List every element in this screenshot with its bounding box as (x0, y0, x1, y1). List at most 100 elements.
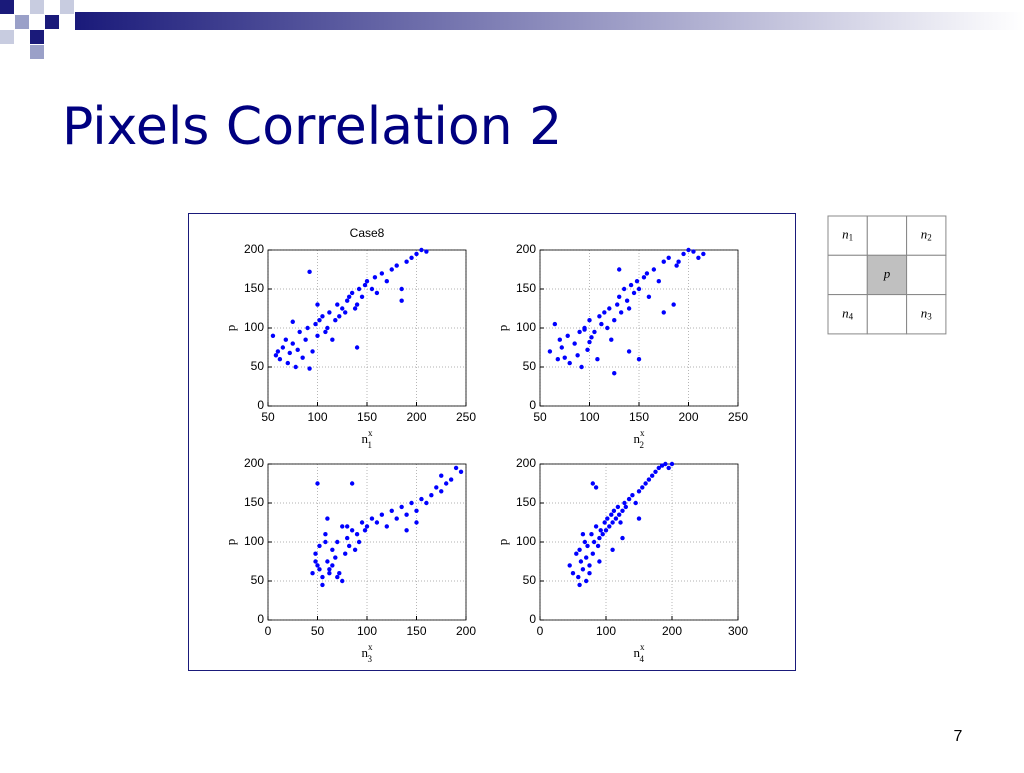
scatter-point (612, 371, 617, 376)
scatter-point (337, 571, 342, 576)
scatter-point (646, 294, 652, 299)
x-tick-label: 300 (728, 624, 748, 638)
scatter-point (333, 555, 338, 560)
scatter-point (636, 489, 642, 494)
scatter-point (320, 574, 325, 580)
scatter-point (612, 318, 617, 323)
scatter-point (589, 532, 594, 537)
scatter-point (404, 512, 409, 517)
x-tick-label: 200 (456, 624, 476, 638)
cell-label: n2 (921, 227, 932, 243)
scatter-point (354, 532, 360, 537)
x-axis-label-base: n (362, 645, 369, 660)
scatter-point (394, 516, 399, 521)
scatter-point (394, 263, 399, 268)
scatter-point (641, 275, 647, 280)
scatter-point (323, 532, 328, 537)
scatter-point (651, 267, 657, 272)
scatter-point (595, 357, 600, 362)
x-tick-label: 100 (579, 410, 599, 424)
scatter-point (414, 520, 419, 525)
scatter-point (592, 329, 597, 335)
scatter-point (618, 520, 623, 525)
scatter-point (624, 298, 630, 303)
scatter-point (681, 251, 686, 257)
scatter-point (458, 469, 464, 474)
scatter-point (335, 574, 340, 580)
scatter-point (589, 335, 594, 340)
scatter-point (362, 528, 368, 533)
scatter-point (340, 578, 345, 584)
x-tick-label: 200 (662, 624, 682, 638)
scatter-point (587, 571, 592, 576)
scatter-point (671, 302, 676, 307)
x-tick-label: 50 (533, 410, 547, 424)
scatter-point (337, 314, 342, 319)
y-tick-label: 50 (251, 573, 265, 587)
x-axis-label-sup: x (368, 428, 373, 438)
y-tick-label: 50 (251, 359, 265, 373)
scatter-point (598, 528, 603, 533)
scatter-point (297, 329, 302, 335)
scatter-point (576, 574, 581, 580)
scatter-point (362, 282, 368, 288)
y-tick-label: 0 (257, 398, 264, 412)
y-axis-label: p (495, 325, 510, 332)
x-axis-label: nx 3 (362, 642, 374, 664)
scatter-point (287, 350, 292, 356)
scatter-point (439, 473, 444, 478)
plot-frame (267, 249, 467, 407)
scatter-point (320, 582, 325, 588)
scatter-point (666, 255, 671, 260)
scatter-point (307, 366, 312, 371)
scatter-point (656, 465, 661, 471)
scatter-point (565, 333, 570, 338)
scatter-point (661, 310, 666, 315)
scatter-point (674, 263, 679, 268)
scatter-point (621, 286, 627, 292)
scatter-point (290, 341, 295, 346)
scatter-point (610, 547, 615, 552)
scatter-point (354, 345, 360, 350)
scatter-point (617, 512, 622, 517)
x-tick-label: 150 (357, 410, 377, 424)
scatter-point (646, 477, 652, 482)
scatter-point (434, 485, 439, 490)
scatter-point (323, 539, 328, 545)
scatter-point (610, 520, 615, 525)
scatter-point (669, 461, 675, 467)
y-axis-label: p (223, 325, 238, 332)
scatter-point (620, 535, 625, 541)
scatter-point (578, 559, 584, 564)
x-tick-label: 0 (265, 624, 272, 638)
grid-cell (866, 254, 908, 296)
scatter-point (414, 251, 419, 257)
scatter-point (444, 481, 449, 486)
scatter-point (424, 249, 429, 254)
scatter-point (622, 500, 627, 506)
scatter-point (310, 349, 315, 354)
y-tick-label: 150 (516, 495, 536, 509)
scatter-point (591, 539, 597, 545)
x-axis-label: nx 2 (634, 428, 646, 450)
x-tick-label: 250 (728, 410, 748, 424)
scatter-point (572, 341, 577, 346)
scatter-point (663, 461, 668, 467)
scatter-point (620, 508, 625, 513)
scatter-point (666, 465, 671, 471)
grid-cell (827, 294, 868, 335)
scatter-point (609, 337, 614, 342)
scatter-point (409, 255, 414, 260)
scatter-point (597, 314, 602, 319)
scatter-point (343, 551, 348, 556)
x-tick-label: 150 (406, 624, 426, 638)
scatter-point (590, 551, 595, 556)
scatter-point (374, 290, 380, 296)
scatter-point (613, 516, 619, 521)
page-number: 7 (954, 728, 963, 745)
scatter-point (653, 469, 658, 474)
x-axis-label-base: n (634, 645, 641, 660)
scatter-point (345, 298, 350, 303)
